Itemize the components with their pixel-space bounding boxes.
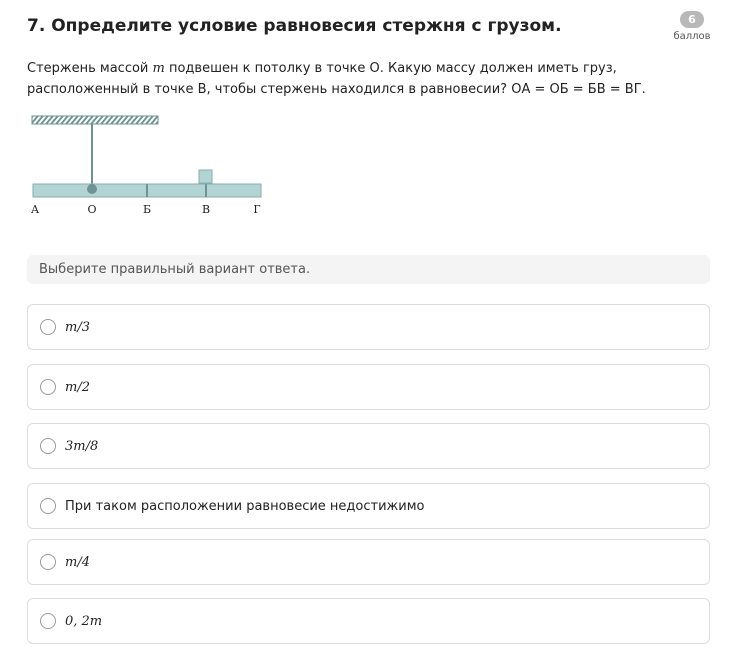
answer-option[interactable]: 3m/8	[27, 423, 710, 469]
option-label: 0, 2m	[65, 613, 103, 629]
mass-symbol: m	[152, 61, 165, 76]
label-g: Г	[253, 203, 260, 216]
load-box	[198, 169, 213, 184]
option-label: m/3	[65, 319, 90, 335]
label-o: О	[87, 203, 96, 216]
ceiling	[31, 115, 159, 125]
answer-option[interactable]: m/2	[27, 364, 710, 410]
radio-button[interactable]	[40, 379, 56, 395]
rod-diagram: А О Б В Г	[31, 115, 262, 216]
answer-option[interactable]: 0, 2m	[27, 598, 710, 644]
points-badge: 6	[680, 11, 704, 28]
label-v: В	[202, 203, 210, 216]
radio-button[interactable]	[40, 554, 56, 570]
question-title: 7. Определите условие равновесия стержня…	[27, 16, 562, 36]
option-label: m/2	[65, 379, 90, 395]
pivot-point	[87, 184, 97, 194]
points-label: баллов	[673, 31, 711, 42]
radio-button[interactable]	[40, 613, 56, 629]
radio-button[interactable]	[40, 498, 56, 514]
answer-option[interactable]: m/4	[27, 539, 710, 585]
option-label: При таком расположении равновесие недост…	[65, 498, 425, 514]
question-text-part: подвешен к потолку в точке О. Какую масс…	[27, 61, 646, 97]
label-a: А	[31, 203, 40, 216]
answer-hint: Выберите правильный вариант ответа.	[27, 255, 710, 284]
radio-button[interactable]	[40, 319, 56, 335]
label-b: Б	[143, 203, 151, 216]
option-label: 3m/8	[65, 438, 99, 454]
option-label: m/4	[65, 554, 90, 570]
question-text-part: Стержень массой	[27, 61, 153, 76]
answer-option[interactable]: При таком расположении равновесие недост…	[27, 483, 710, 529]
radio-button[interactable]	[40, 438, 56, 454]
question-text: Стержень массой m подвешен к потолку в т…	[27, 58, 707, 100]
answer-option[interactable]: m/3	[27, 304, 710, 350]
